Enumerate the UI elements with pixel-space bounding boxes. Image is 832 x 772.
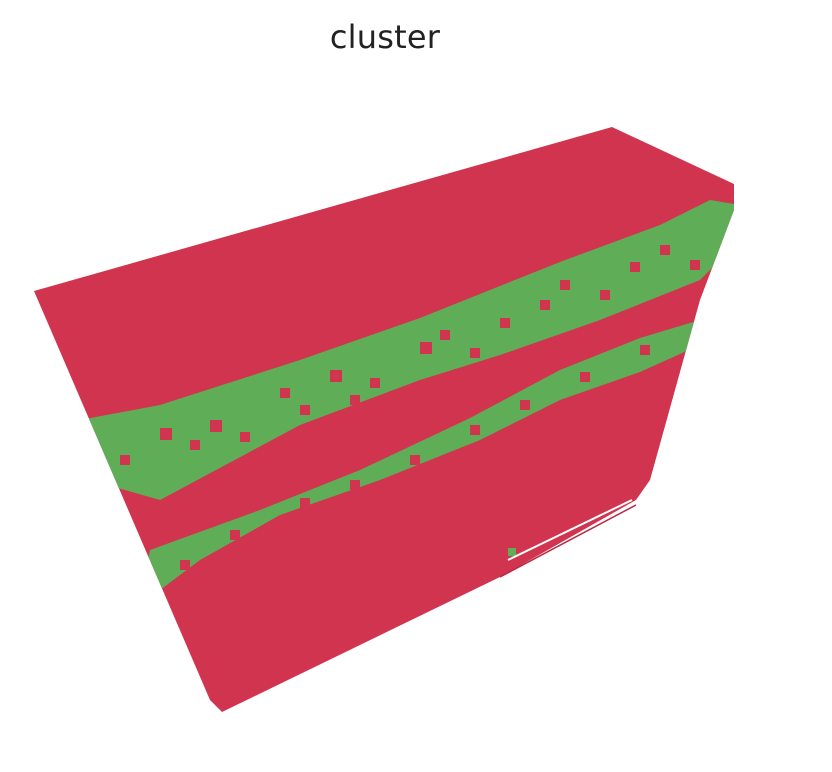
cluster-b-band-upper — [80, 200, 734, 500]
cluster-a-speckles-lower — [180, 345, 650, 570]
cluster-b-band-lower — [145, 320, 700, 590]
surface-crease — [507, 499, 633, 561]
surface-crease-shadow — [499, 504, 637, 578]
cluster-a-speckles-upper — [120, 245, 700, 465]
figure-title: cluster — [329, 18, 441, 56]
